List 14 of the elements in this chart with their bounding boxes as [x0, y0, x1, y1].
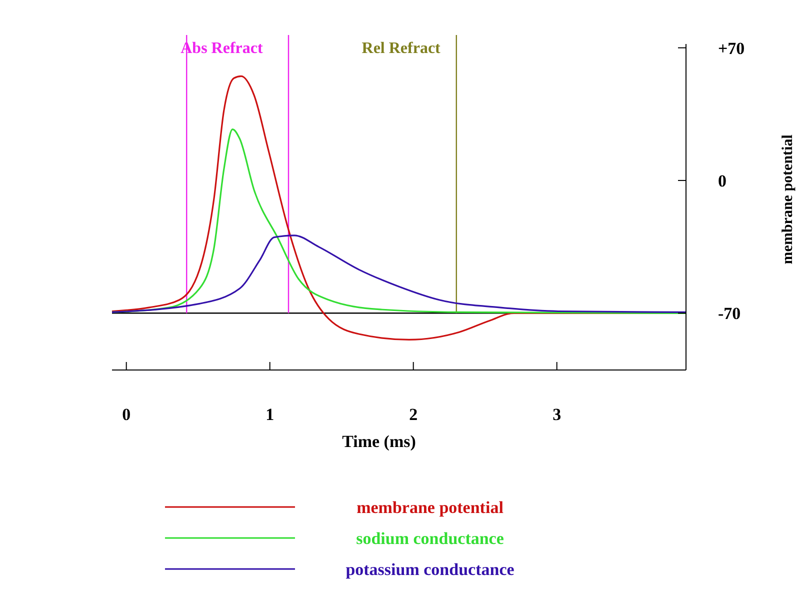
x-tick-label: 0	[122, 405, 131, 424]
x-tick-label: 3	[552, 405, 562, 424]
x-axis-title: Time (ms)	[342, 432, 416, 451]
y-axis-title: membrane potential	[780, 134, 796, 264]
y-tick-label: 0	[718, 171, 726, 190]
y-tick-label: +70	[718, 38, 745, 58]
line-series	[111, 234, 687, 313]
x-tick-label: 1	[266, 405, 274, 424]
x-tick-label: 2	[409, 405, 418, 424]
text: membrane potential	[356, 498, 504, 517]
y-tick-label: -70	[718, 304, 741, 324]
text: potassium conductance	[346, 560, 515, 579]
ref-line-label: Rel Refract	[362, 40, 442, 57]
text: sodium conductance	[356, 529, 504, 548]
